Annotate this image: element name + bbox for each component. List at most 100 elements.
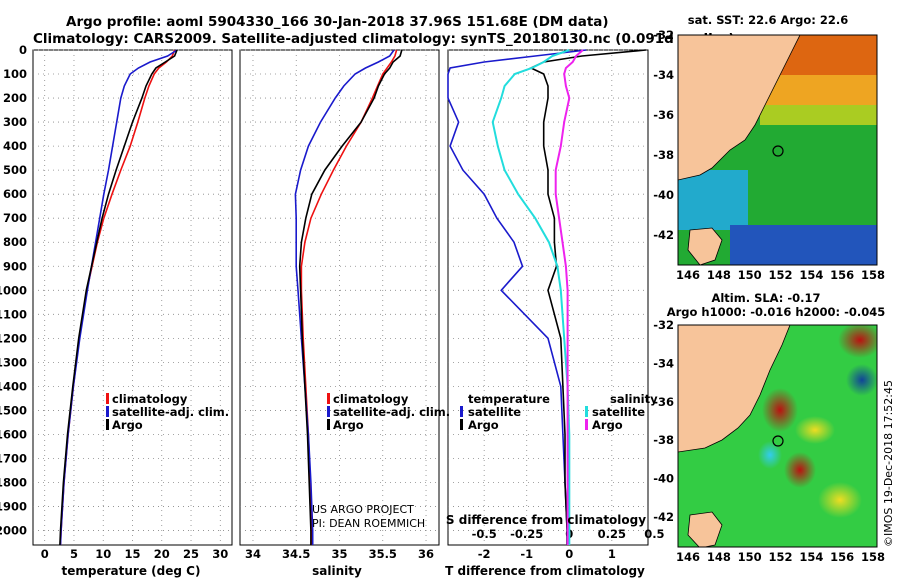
series-line-climatology: [300, 49, 398, 545]
lon-tick-label: 148: [707, 268, 731, 282]
sla-land-mainland: [678, 325, 791, 453]
depth-tick-label: 1600: [0, 427, 27, 441]
legend-swatch-t-satellite: [460, 406, 463, 417]
x-tick-label: 5: [70, 547, 78, 561]
sla-map-title-1: Altim. SLA: -0.17: [711, 291, 820, 305]
sst-map-frame: [677, 34, 878, 266]
x-tick-label: 25: [183, 547, 199, 561]
sst-argo-location-marker: [772, 145, 784, 157]
depth-tick-label: 1500: [0, 403, 27, 417]
x-tick-label: 0: [41, 547, 49, 561]
series-line-argo: [298, 49, 403, 545]
sla-anomaly-yellow-2: [818, 482, 862, 518]
lat-tick-label: -38: [653, 433, 674, 447]
lon-tick-label: 146: [676, 550, 700, 564]
series-line-salinity-argo: [554, 49, 584, 545]
title-line-2: Climatology: CARS2009. Satellite-adjuste…: [33, 31, 735, 47]
x-tick-label: 36: [418, 547, 434, 561]
s-diff-tick-label: 0.25: [598, 527, 626, 541]
lat-tick-label: -32: [653, 28, 674, 42]
sst-yellow-band: [760, 105, 877, 125]
lon-tick-label: 158: [861, 268, 885, 282]
series-line-satellite-adj-clim-: [59, 49, 178, 546]
depth-tick-label: 1100: [0, 307, 27, 321]
x-tick-label: 20: [154, 547, 170, 561]
legend-swatch-climatology: [106, 393, 109, 404]
x-tick-label: 15: [124, 547, 140, 561]
sla-map-frame: [677, 324, 878, 548]
series-line-climatology: [59, 49, 176, 546]
sla-anomaly-red-1: [762, 388, 798, 432]
sst-orange-band: [760, 75, 877, 105]
lat-tick-label: -36: [653, 395, 674, 409]
difference-panel-frame: [447, 49, 649, 546]
depth-tick-label: 2000: [0, 524, 27, 538]
sla-argo-location-marker: [772, 435, 784, 447]
lon-tick-label: 158: [861, 550, 885, 564]
legend-title-salinity: salinity: [610, 392, 658, 406]
legend-label-t-satellite: satellite: [468, 405, 521, 419]
s-difference-label: S difference from climatology: [446, 513, 646, 527]
series-line-satellite-adj-clim-: [294, 49, 395, 545]
credit-line-1: US ARGO PROJECT: [312, 503, 414, 516]
depth-tick-label: 1400: [0, 379, 27, 393]
lat-tick-label: -38: [653, 148, 674, 162]
x-tick-label: 1: [608, 547, 616, 561]
legend-label-t-argo: Argo: [468, 418, 499, 432]
x-tick-label: 34.5: [282, 547, 310, 561]
depth-tick-label: 200: [3, 91, 27, 105]
depth-tick-label: 1900: [0, 500, 27, 514]
sst-land-tasmania: [687, 227, 723, 265]
temperature-legend: climatology satellite-adj. clim. Argo: [106, 392, 229, 432]
series-line-temperature-argo: [529, 49, 646, 545]
legend-label-climatology: climatology: [112, 392, 188, 406]
sst-land-mainland: [678, 35, 801, 181]
depth-tick-label: 100: [3, 67, 27, 81]
depth-tick-label: 700: [3, 211, 27, 225]
lat-tick-label: -36: [653, 108, 674, 122]
lon-tick-label: 152: [768, 268, 792, 282]
depth-tick-label: 600: [3, 187, 27, 201]
legend-swatch-satellite: [327, 406, 330, 417]
lat-tick-label: -40: [653, 472, 674, 486]
lon-tick-label: 150: [738, 550, 762, 564]
legend-swatch-climatology: [327, 393, 330, 404]
s-diff-tick-label: -0.25: [510, 527, 543, 541]
depth-tick-label: 900: [3, 259, 27, 273]
legend-label-climatology: climatology: [333, 392, 409, 406]
lat-tick-label: -32: [653, 318, 674, 332]
credit-line-2: PI: DEAN ROEMMICH: [312, 517, 425, 530]
lon-tick-label: 150: [738, 268, 762, 282]
x-tick-label: 10: [95, 547, 111, 561]
depth-tick-label: 0: [19, 43, 27, 57]
x-tick-label: 0: [565, 547, 573, 561]
sst-map: [678, 35, 877, 265]
imos-timestamp: ©IMOS 19-Dec-2018 17:52:45: [882, 380, 895, 547]
sst-cool-patch: [678, 170, 748, 230]
series-line-salinity-satellite: [491, 49, 571, 545]
series-line-temperature-satellite: [447, 49, 587, 545]
depth-tick-label: 800: [3, 235, 27, 249]
legend-label-satellite: satellite-adj. clim.: [112, 405, 229, 419]
series-line-argo: [59, 49, 178, 546]
depth-tick-label: 1200: [0, 331, 27, 345]
x-tick-label: -1: [520, 547, 533, 561]
legend-title-temperature: temperature: [468, 392, 550, 406]
difference-x-label: T difference from climatology: [445, 564, 645, 578]
s-diff-tick-label: -0.5: [472, 527, 497, 541]
depth-tick-label: 1700: [0, 451, 27, 465]
x-tick-label: 30: [212, 547, 228, 561]
lon-tick-label: 146: [676, 268, 700, 282]
lon-tick-label: 152: [768, 550, 792, 564]
legend-swatch-argo: [106, 419, 109, 430]
legend-swatch-s-satellite: [585, 406, 588, 417]
depth-tick-label: 1000: [0, 283, 27, 297]
lon-tick-label: 154: [799, 268, 823, 282]
lon-tick-label: 156: [830, 268, 854, 282]
salinity-legend: climatology satellite-adj. clim. Argo: [327, 392, 450, 432]
sla-anomaly-yellow-1: [795, 416, 835, 444]
x-tick-label: 34: [245, 547, 261, 561]
legend-label-s-satellite: satellite: [592, 405, 645, 419]
legend-swatch-argo: [327, 419, 330, 430]
